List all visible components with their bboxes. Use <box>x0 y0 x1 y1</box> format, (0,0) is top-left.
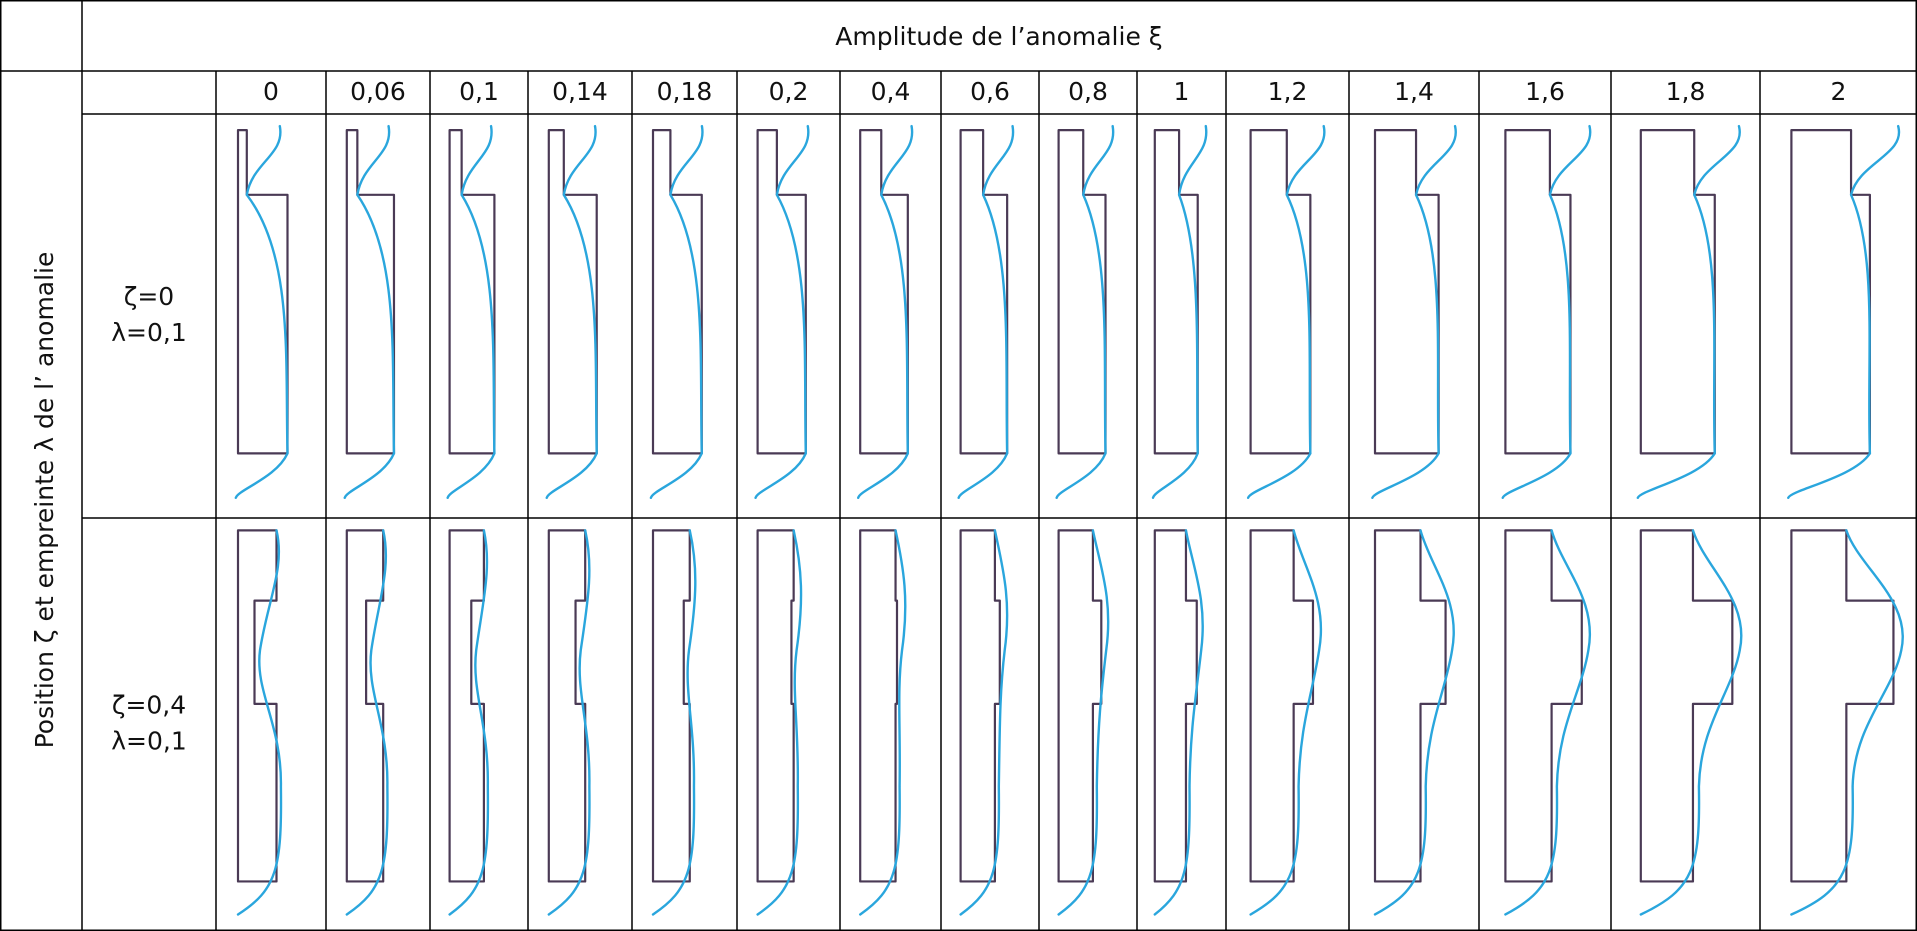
sketch-outline <box>1639 529 1734 883</box>
sketch-outline <box>547 129 598 455</box>
sketch-curve <box>1790 529 1904 916</box>
sketch-curve <box>1057 529 1110 916</box>
sketch-curve <box>1787 124 1901 499</box>
sketch-outline <box>1373 529 1447 883</box>
sketch-curve <box>754 124 810 499</box>
column-header: 1,2 <box>1268 77 1308 106</box>
sketch-outline <box>1249 129 1312 455</box>
sketch-outline <box>345 529 385 883</box>
sketch-curve <box>236 529 283 916</box>
column-header: 1,4 <box>1394 77 1434 106</box>
sketch-outline <box>345 129 396 455</box>
sketch-outline <box>1504 129 1572 455</box>
row-axis-label: Position ζ et empreinte λ de l’ anomalie <box>30 252 59 749</box>
sketch-outline <box>959 529 1001 883</box>
row-label: λ=0,1 <box>111 318 187 347</box>
column-header: 0,1 <box>459 77 499 106</box>
sketch-curve <box>1055 124 1115 499</box>
row-label: λ=0,1 <box>111 727 187 756</box>
table-title: Amplitude de l’anomalie ξ <box>835 22 1162 51</box>
column-header: 0,4 <box>871 77 911 106</box>
sketch-curve <box>448 529 490 916</box>
sketch-curve <box>1151 124 1208 499</box>
sketch-curve <box>651 529 697 916</box>
sketch-curve <box>1153 529 1204 916</box>
sketch-outline <box>859 529 899 883</box>
sketch-curve <box>1371 124 1457 499</box>
row-label: ζ=0 <box>124 282 174 311</box>
sketch-outline <box>448 129 496 455</box>
column-header: 0,14 <box>552 77 608 106</box>
sketch-outline <box>1790 529 1895 883</box>
sketch-curve <box>1373 529 1455 916</box>
sketch-outline <box>1153 529 1198 883</box>
sketch-curve <box>756 529 803 916</box>
column-header: 0,2 <box>769 77 809 106</box>
sketch-curve <box>859 529 907 916</box>
sketch-outline <box>651 529 691 883</box>
sketch-outline <box>1639 129 1716 455</box>
sketch-outline <box>651 129 703 455</box>
sketch-curve <box>545 124 598 499</box>
sketch-outline <box>1057 129 1107 455</box>
sketch-outline <box>859 129 909 455</box>
column-header: 0,8 <box>1068 77 1108 106</box>
sketch-outline <box>1790 129 1871 455</box>
sketch-outline <box>1153 129 1199 455</box>
sketch-curve <box>234 124 289 499</box>
sketch-outline <box>547 529 587 883</box>
column-header: 1 <box>1174 77 1190 106</box>
sketch-curve <box>649 124 704 499</box>
sketch-outline <box>448 529 485 883</box>
sketch-curve <box>957 124 1015 499</box>
sketch-curve <box>959 529 1009 916</box>
sketch-outline <box>959 129 1009 455</box>
sketch-curve <box>446 124 496 499</box>
sketch-outline <box>1373 129 1440 455</box>
sketch-curve <box>1501 124 1592 499</box>
column-header: 2 <box>1831 77 1847 106</box>
sketch-curve <box>547 529 591 916</box>
sketch-curve <box>856 124 914 499</box>
column-header: 0,6 <box>970 77 1010 106</box>
sketch-outline <box>756 129 807 455</box>
sketch-outline <box>1057 529 1103 883</box>
sketch-curve <box>1246 124 1326 499</box>
sketch-outline <box>1504 529 1583 883</box>
sketch-curve <box>1249 529 1323 916</box>
sketch-outline <box>756 529 795 883</box>
sketch-curve <box>1639 529 1743 916</box>
sketch-curve <box>1504 529 1591 916</box>
column-header: 0,06 <box>350 77 406 106</box>
column-header: 0 <box>263 77 279 106</box>
sketch-outline <box>236 129 289 455</box>
sketch-outline <box>236 529 278 883</box>
sketch-curve <box>345 529 389 916</box>
row-label: ζ=0,4 <box>112 691 186 720</box>
column-header: 1,6 <box>1525 77 1565 106</box>
sketch-curve <box>343 124 396 499</box>
sketch-outline <box>1249 529 1315 883</box>
sketch-curve <box>1636 124 1741 499</box>
column-header: 0,18 <box>657 77 713 106</box>
column-header: 1,8 <box>1666 77 1706 106</box>
